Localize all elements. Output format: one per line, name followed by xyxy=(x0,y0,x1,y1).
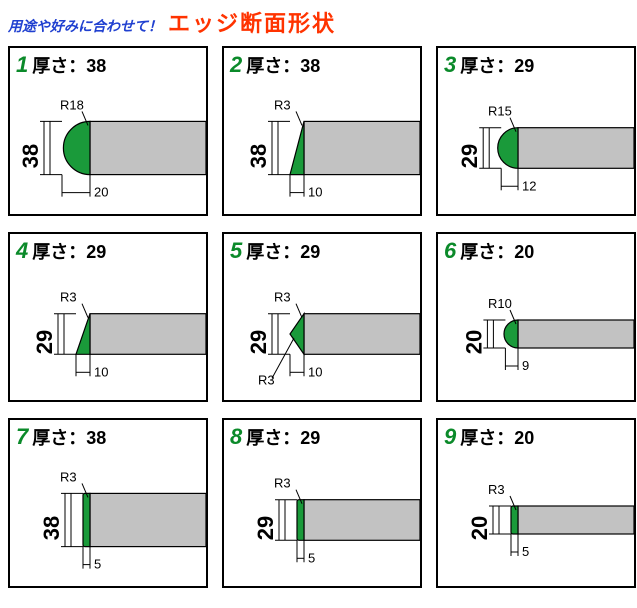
profile-cell-6: 6 厚さ：20 R10 20 9 xyxy=(436,232,636,402)
cell-thickness-label: 厚さ：29 xyxy=(246,424,320,450)
cell-diagram: R10 20 9 xyxy=(438,268,634,400)
svg-text:9: 9 xyxy=(522,358,529,373)
cell-number: 2 xyxy=(230,52,242,78)
svg-text:38: 38 xyxy=(39,516,64,540)
profile-cell-7: 7 厚さ：38 R3 38 5 xyxy=(8,418,208,588)
cell-title: 3 厚さ：29 xyxy=(444,52,534,78)
cell-title: 6 厚さ：20 xyxy=(444,238,534,264)
svg-text:10: 10 xyxy=(308,185,322,200)
svg-text:29: 29 xyxy=(457,144,482,168)
cell-number: 1 xyxy=(16,52,28,78)
svg-text:R3: R3 xyxy=(274,97,291,112)
cell-title: 2 厚さ：38 xyxy=(230,52,320,78)
svg-text:20: 20 xyxy=(94,185,108,200)
profile-cell-3: 3 厚さ：29 R15 29 12 xyxy=(436,46,636,216)
header-title: エッジ断面形状 xyxy=(168,6,336,38)
svg-text:38: 38 xyxy=(18,144,43,168)
svg-text:12: 12 xyxy=(522,178,536,193)
profile-cell-2: 2 厚さ：38 R3 38 10 xyxy=(222,46,422,216)
cell-diagram: R18 38 20 xyxy=(10,82,206,214)
cell-diagram: R3 29 10 R3 xyxy=(224,268,420,400)
header-subtitle: 用途や好みに合わせて！ xyxy=(8,16,162,36)
cell-diagram: R3 20 5 xyxy=(438,454,634,586)
svg-text:R3: R3 xyxy=(274,290,291,305)
svg-text:5: 5 xyxy=(308,550,315,565)
svg-text:5: 5 xyxy=(94,557,101,572)
profile-cell-4: 4 厚さ：29 R3 29 10 xyxy=(8,232,208,402)
svg-text:20: 20 xyxy=(467,516,492,540)
profile-cell-8: 8 厚さ：29 R3 29 5 xyxy=(222,418,422,588)
svg-text:29: 29 xyxy=(32,330,57,354)
cell-number: 4 xyxy=(16,238,28,264)
svg-text:R3: R3 xyxy=(488,482,505,497)
profile-cell-9: 9 厚さ：20 R3 20 5 xyxy=(436,418,636,588)
cell-title: 4 厚さ：29 xyxy=(16,238,106,264)
cell-number: 3 xyxy=(444,52,456,78)
svg-text:10: 10 xyxy=(308,364,322,379)
svg-text:29: 29 xyxy=(246,330,271,354)
svg-text:R3: R3 xyxy=(274,476,291,491)
cell-diagram: R3 29 10 xyxy=(10,268,206,400)
cell-thickness-label: 厚さ：20 xyxy=(460,238,534,264)
cell-thickness-label: 厚さ：29 xyxy=(246,238,320,264)
svg-text:10: 10 xyxy=(94,364,108,379)
cell-thickness-label: 厚さ：38 xyxy=(246,52,320,78)
header: 用途や好みに合わせて！ エッジ断面形状 xyxy=(0,0,637,42)
cell-title: 7 厚さ：38 xyxy=(16,424,106,450)
svg-text:20: 20 xyxy=(461,330,486,354)
cell-title: 9 厚さ：20 xyxy=(444,424,534,450)
cell-thickness-label: 厚さ：29 xyxy=(32,238,106,264)
svg-text:R3: R3 xyxy=(258,372,275,387)
cell-title: 5 厚さ：29 xyxy=(230,238,320,264)
svg-text:5: 5 xyxy=(522,544,529,559)
cell-thickness-label: 厚さ：38 xyxy=(32,52,106,78)
cell-number: 9 xyxy=(444,424,456,450)
cell-thickness-label: 厚さ：29 xyxy=(460,52,534,78)
svg-text:R3: R3 xyxy=(60,469,77,484)
cell-diagram: R3 29 5 xyxy=(224,454,420,586)
svg-text:R18: R18 xyxy=(60,97,84,112)
cell-diagram: R3 38 10 xyxy=(224,82,420,214)
svg-text:38: 38 xyxy=(246,144,271,168)
cell-number: 8 xyxy=(230,424,242,450)
svg-text:29: 29 xyxy=(253,516,278,540)
svg-text:R10: R10 xyxy=(488,296,512,311)
svg-text:R3: R3 xyxy=(60,290,77,305)
cell-number: 5 xyxy=(230,238,242,264)
cell-thickness-label: 厚さ：38 xyxy=(32,424,106,450)
profile-cell-1: 1 厚さ：38 R18 38 20 xyxy=(8,46,208,216)
cell-diagram: R15 29 12 xyxy=(438,82,634,214)
profile-cell-5: 5 厚さ：29 R3 29 10 R3 xyxy=(222,232,422,402)
cell-number: 7 xyxy=(16,424,28,450)
cell-title: 1 厚さ：38 xyxy=(16,52,106,78)
cell-number: 6 xyxy=(444,238,456,264)
cell-title: 8 厚さ：29 xyxy=(230,424,320,450)
cell-diagram: R3 38 5 xyxy=(10,454,206,586)
cell-thickness-label: 厚さ：20 xyxy=(460,424,534,450)
svg-text:R15: R15 xyxy=(488,104,512,119)
profile-grid: 1 厚さ：38 R18 38 20 2 厚さ：38 R3 xyxy=(0,42,637,596)
